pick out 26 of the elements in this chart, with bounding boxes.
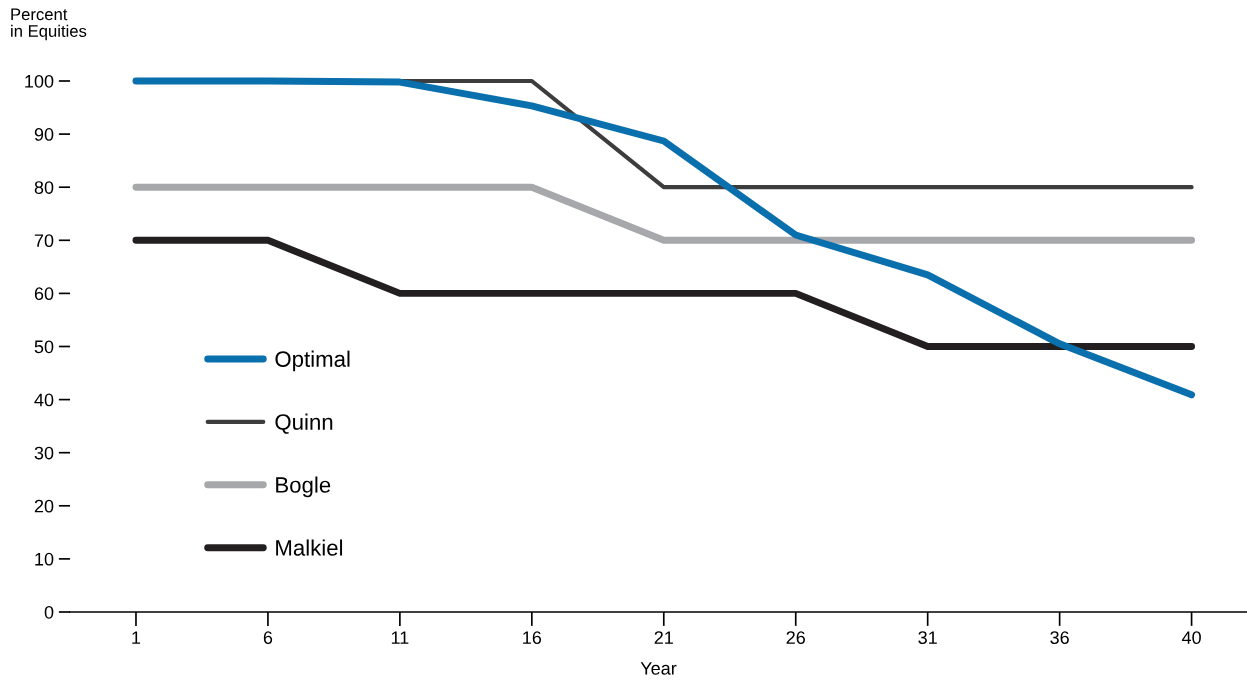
x-axis-title: Year — [640, 662, 677, 675]
legend-label: Malkiel — [276, 539, 343, 556]
y-tick-label: 30 — [34, 446, 54, 460]
x-tick-label: 26 — [786, 631, 805, 645]
legend-label: Bogle — [276, 476, 331, 498]
y-tick-label: 90 — [34, 128, 54, 141]
x-tick-label: 31 — [918, 631, 937, 645]
x-tick-label: 1 — [132, 631, 141, 644]
y-tick-label: 0 — [44, 605, 54, 619]
y-tick-label: 10 — [35, 552, 54, 566]
legend-label: Optimal — [275, 350, 350, 372]
legend-label: Quinn — [275, 413, 333, 434]
y-tick-label: 100 — [25, 74, 54, 88]
x-tick-label: 36 — [1050, 631, 1069, 645]
y-tick-label: 40 — [34, 393, 54, 407]
y-tick-label: 20 — [34, 499, 54, 513]
y-tick-label: 50 — [34, 340, 54, 354]
x-tick-label: 11 — [391, 631, 409, 644]
x-tick-label: 16 — [523, 631, 542, 645]
x-tick-label: 21 — [654, 631, 673, 644]
y-tick-label: 70 — [34, 234, 54, 248]
y-tick-label: 60 — [34, 287, 54, 301]
x-tick-label: 40 — [1181, 631, 1201, 645]
x-tick-label: 6 — [263, 631, 273, 645]
y-axis-title: Percent in Equities — [11, 8, 87, 41]
y-tick-label: 80 — [34, 181, 54, 194]
